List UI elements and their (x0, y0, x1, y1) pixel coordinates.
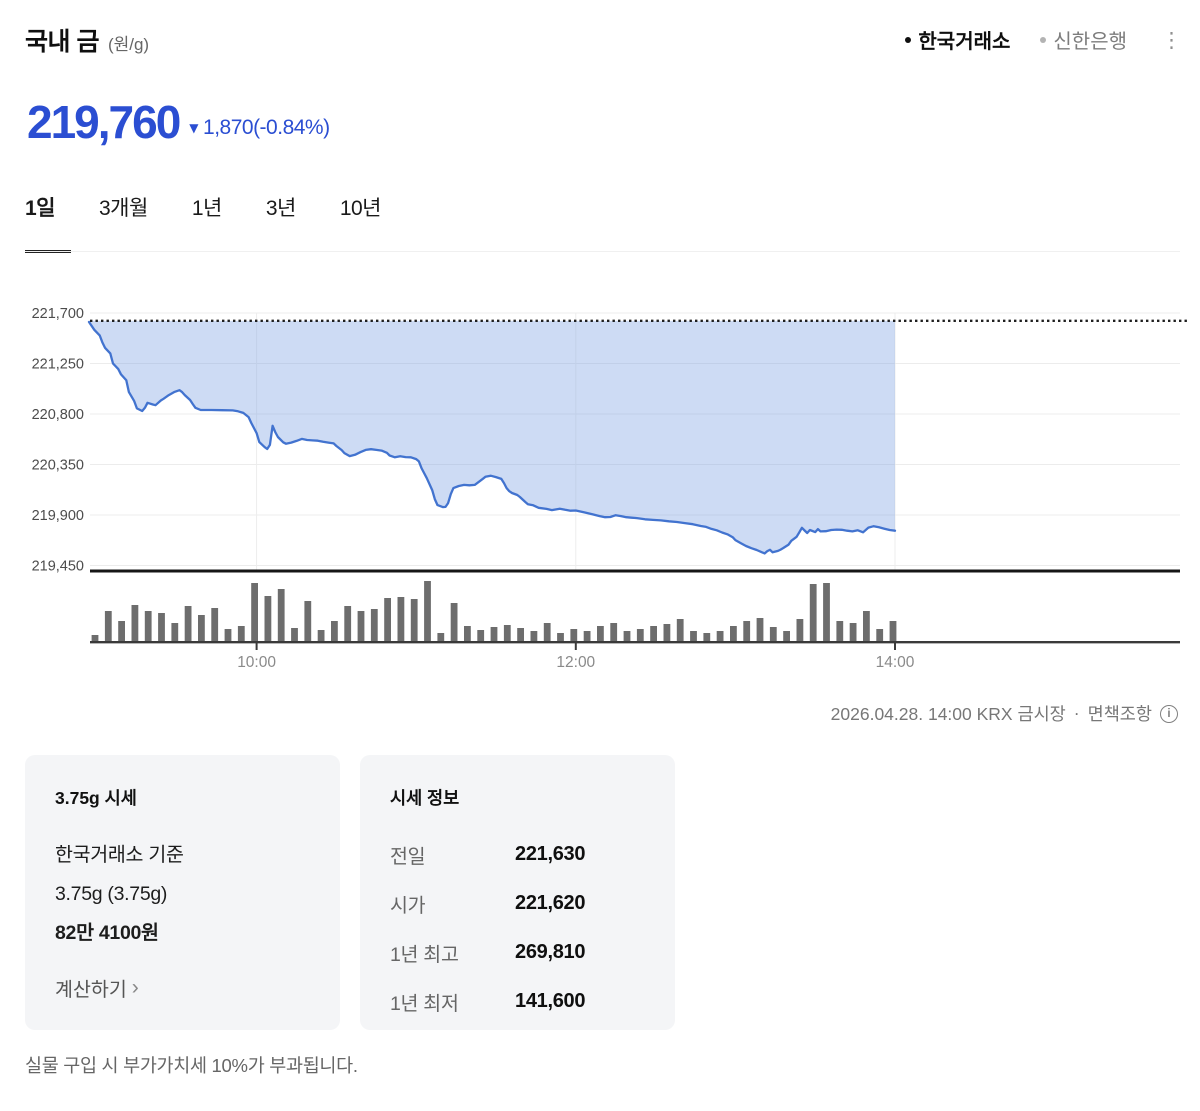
quote-row-year-high: 1년 최고 269,810 (390, 938, 645, 967)
chart-grid: 221,700 221,250 220,800 220,350 219,900 219,4… (32, 306, 1180, 575)
quote-row-open: 시가 221,620 (390, 889, 645, 918)
quote-label: 전일 (390, 846, 426, 868)
y-axis-label: 220,800 (32, 407, 84, 423)
quote-info-card: 시세 정보 전일 221,630 시가 221,620 1년 최고 269,81… (360, 755, 675, 1030)
unit-price-line2: 3.75g (3.75g) (55, 883, 168, 905)
dot-separator: · (1073, 703, 1080, 723)
quote-value: 221,630 (515, 843, 586, 865)
source-tab-krx[interactable]: 한국거래소 (905, 25, 1010, 54)
chevron-right-icon: › (131, 975, 139, 999)
more-menu-icon[interactable]: ⋮ (1161, 28, 1182, 52)
quote-row-year-low: 1년 최저 141,600 (390, 987, 645, 1016)
current-price: 219,760 (27, 96, 181, 148)
quote-row-prev-close: 전일 221,630 (390, 840, 645, 869)
tab-3months[interactable]: 3개월 (99, 197, 148, 220)
price-area-fill (89, 320, 895, 554)
unit-price-card-body: 한국거래소 기준 3.75g (3.75g) 82만 4100원 (55, 836, 310, 953)
unit-price-line1: 한국거래소 기준 (55, 844, 184, 866)
calculator-link[interactable]: 계산하기 › (55, 973, 310, 1002)
y-axis-label: 221,250 (32, 357, 84, 373)
source-tabs: 한국거래소 신한은행 ⋮ (905, 22, 1182, 54)
tab-1day[interactable]: 1일 (25, 197, 56, 220)
quote-label: 1년 최고 (390, 944, 459, 966)
quote-value: 269,810 (515, 941, 586, 963)
change-amount: 1,870(-0.84%) (203, 116, 330, 139)
disclaimer-link[interactable]: 면책조항 (1087, 704, 1152, 724)
source-tab-label: 한국거래소 (918, 31, 1011, 53)
unit-price-card-title: 3.75g 시세 (55, 788, 137, 808)
y-axis-label: 220,350 (32, 458, 84, 474)
bullet-icon (1040, 36, 1047, 43)
period-tabs: 1일 3개월 1년 3년 10년 (25, 192, 382, 222)
tab-3years[interactable]: 3년 (265, 197, 297, 220)
y-axis-label: 219,900 (32, 508, 84, 524)
quote-value: 141,600 (515, 990, 586, 1012)
quote-info-card-title: 시세 정보 (390, 788, 460, 808)
quote-rows: 전일 221,630 시가 221,620 1년 최고 269,810 1년 최… (390, 840, 645, 1016)
tab-divider (25, 251, 1180, 252)
x-axis-label: 10:00 (237, 654, 276, 671)
price-unit-label: (원/g) (107, 35, 150, 54)
bullet-icon (905, 36, 912, 43)
price-chart[interactable]: 221,700 221,250 220,800 220,350 219,900 219,4… (0, 278, 1200, 678)
y-axis-label: 221,700 (32, 306, 84, 322)
price-change: ▼ 1,870(-0.84%) (189, 116, 330, 140)
quote-label: 시가 (390, 895, 426, 917)
price-row: 219,760 ▼ 1,870(-0.84%) (27, 99, 330, 145)
page-title: 국내 금 (25, 28, 99, 56)
x-axis-label: 14:00 (876, 654, 915, 671)
header: 국내 금 (원/g) 한국거래소 신한은행 ⋮ (25, 22, 1182, 58)
vat-footnote: 실물 구입 시 부가가치세 10%가 부과됩니다. (25, 1055, 358, 1076)
chart-meta-row: 2026.04.28. 14:00 KRX 금시장 · 면책조항 i (831, 701, 1178, 726)
info-icon[interactable]: i (1160, 704, 1178, 723)
source-tab-shinhan[interactable]: 신한은행 (1040, 25, 1127, 54)
source-tab-label: 신한은행 (1053, 31, 1127, 53)
quote-value: 221,620 (515, 892, 586, 914)
y-axis-label: 219,450 (32, 559, 84, 575)
price-line (87, 320, 897, 555)
price-chart-svg: 221,700 221,250 220,800 220,350 219,900 219,4… (32, 306, 1187, 671)
quote-label: 1년 최저 (390, 993, 459, 1015)
chart-timestamp: 2026.04.28. 14:00 KRX 금시장 (830, 704, 1066, 724)
title-wrap: 국내 금 (원/g) (25, 22, 149, 58)
down-triangle-icon: ▼ (189, 121, 199, 135)
volume-bars (91, 581, 897, 641)
tab-10years[interactable]: 10년 (339, 197, 382, 220)
unit-price-card: 3.75g 시세 한국거래소 기준 3.75g (3.75g) 82만 4100… (25, 755, 340, 1030)
unit-price-value: 82만 4100원 (55, 922, 159, 944)
calculator-link-label: 계산하기 (55, 979, 127, 1001)
tab-1year[interactable]: 1년 (191, 197, 223, 220)
x-axis-label: 12:00 (556, 654, 595, 671)
